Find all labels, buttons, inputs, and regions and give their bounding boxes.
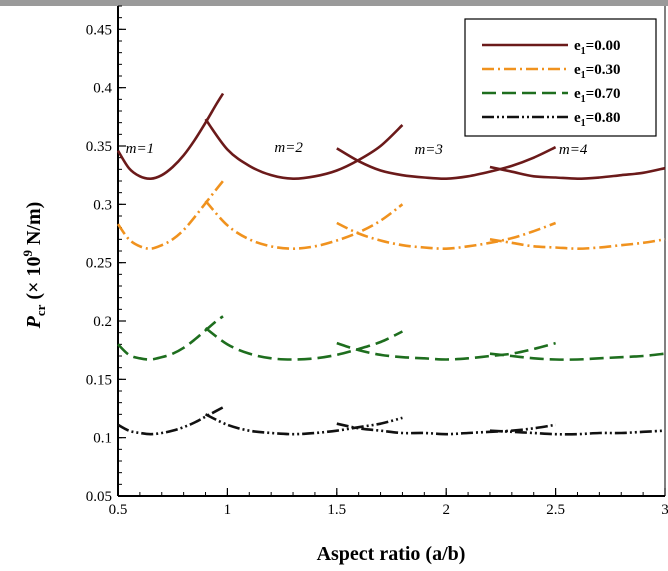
y-tick-label: 0.15 bbox=[86, 372, 112, 388]
series-curves bbox=[116, 92, 666, 436]
y-tick-label: 0.2 bbox=[93, 314, 112, 330]
y-axis-title: Pcr (× 109 N/m) bbox=[20, 202, 48, 330]
mode-label-2: m=2 bbox=[274, 140, 303, 156]
series-3-mode-3-line bbox=[336, 341, 556, 361]
y-tick-label: 0.1 bbox=[93, 431, 112, 447]
legend-label-1: e1=0.00 bbox=[574, 38, 620, 57]
y-tick-label: 0.35 bbox=[86, 139, 112, 155]
series-2-mode-4-line bbox=[489, 238, 666, 250]
legend-box bbox=[464, 18, 657, 137]
y-tick-label: 0.3 bbox=[93, 197, 112, 213]
x-tick-label: 1.5 bbox=[327, 502, 346, 518]
x-tick-label: 0.5 bbox=[109, 502, 128, 518]
series-3-mode-1-line bbox=[117, 315, 224, 361]
series-3-mode-4-line bbox=[489, 352, 666, 361]
x-tick-label: 2.5 bbox=[546, 502, 565, 518]
series-4-mode-4-line bbox=[489, 429, 666, 436]
legend: e1=0.00 e1=0.30 e1=0.70 e1=0.80 bbox=[464, 18, 657, 137]
series-1-mode-4-line bbox=[489, 165, 666, 180]
y-axis-title-main: P bbox=[23, 315, 45, 329]
x-tick-label: 3 bbox=[661, 502, 668, 518]
y-axis-title-unit: N/m) bbox=[23, 202, 45, 250]
x-tick-label: 2 bbox=[442, 502, 450, 518]
mode-label-3: m=3 bbox=[414, 142, 442, 158]
y-axis-title-exp: 9 bbox=[20, 250, 35, 257]
y-axis-ticks: 0.05 0.1 0.15 0.2 0.25 0.3 0.35 0.4 0.45 bbox=[86, 5, 126, 505]
series-1-mode-2-line bbox=[204, 118, 404, 180]
y-tick-label: 0.4 bbox=[93, 81, 112, 97]
mode-label-4: m=4 bbox=[559, 142, 588, 158]
legend-label-3: e1=0.70 bbox=[574, 86, 620, 105]
mode-labels: m=1 m=2 m=3 m=4 bbox=[126, 140, 588, 158]
mode-label-1: m=1 bbox=[126, 141, 154, 157]
y-axis-title-sub: cr bbox=[33, 304, 48, 316]
series-1-mode-3-line bbox=[336, 145, 557, 180]
y-tick-label: 0.25 bbox=[86, 256, 112, 272]
legend-label-4: e1=0.80 bbox=[574, 110, 620, 129]
series-4-mode-2-line bbox=[204, 413, 403, 436]
x-axis-title: Aspect ratio (a/b) bbox=[317, 543, 466, 565]
series-2-mode-2-line bbox=[204, 199, 404, 250]
y-tick-label: 0.05 bbox=[86, 489, 112, 505]
x-tick-label: 1 bbox=[224, 502, 232, 518]
series-2-mode-1-line bbox=[116, 180, 225, 250]
series-2-mode-3-line bbox=[336, 221, 557, 250]
top-bar bbox=[0, 0, 668, 6]
y-axis-title-rest: (× 10 bbox=[23, 257, 45, 305]
legend-label-2: e1=0.30 bbox=[574, 62, 620, 81]
y-tick-label: 0.45 bbox=[86, 22, 112, 38]
series-4-mode-3-line bbox=[336, 422, 556, 436]
x-axis-ticks: 0.5 1 1.5 2 2.5 3 bbox=[109, 488, 668, 518]
series-1-mode-1-line bbox=[116, 92, 225, 180]
series-3-mode-2-line bbox=[204, 326, 404, 361]
